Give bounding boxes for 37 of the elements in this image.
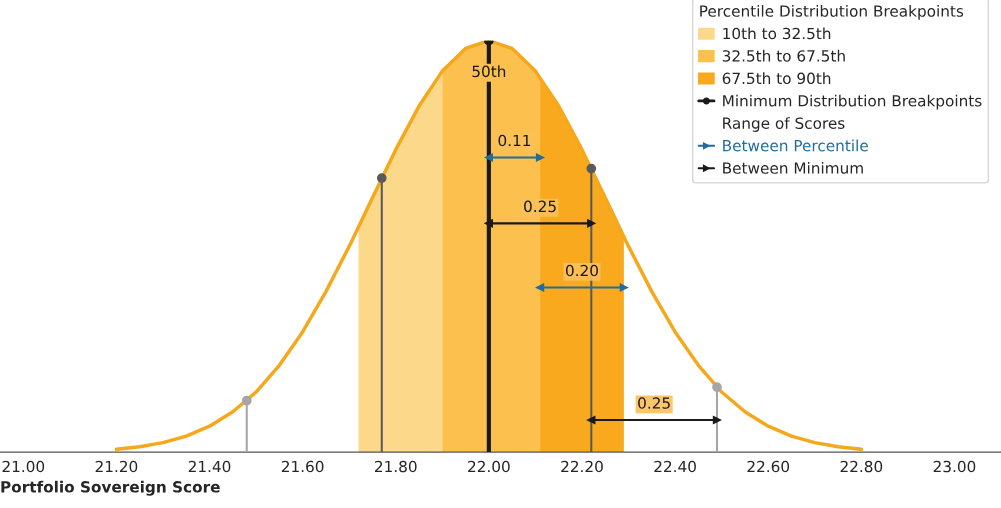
x-tick-label: 21.00: [2, 460, 45, 473]
x-tick-label: 22.60: [747, 460, 790, 473]
legend-title: Percentile Distribution Breakpoints: [700, 5, 964, 20]
annotation: Range of Scores: [723, 117, 845, 132]
x-tick-label: 21.80: [375, 460, 417, 473]
legend-label: 32.5th to 67.5th: [722, 49, 845, 62]
point: [712, 415, 722, 425]
x-tick-label: 23.00: [933, 460, 976, 473]
x-tick-label: 22.80: [840, 460, 883, 473]
x-tick-label: 21.60: [281, 460, 324, 473]
annotation: 0.20: [565, 264, 598, 277]
point: [484, 219, 494, 228]
point: [241, 395, 252, 406]
x-tick-label: 22.00: [468, 460, 510, 473]
legend-label: Minimum Distribution Breakpoints: [723, 94, 982, 110]
point: [587, 219, 596, 228]
legend-label: Between Percentile: [723, 139, 868, 152]
annotation: 0.11: [498, 134, 531, 147]
x-tick-label: 22.20: [561, 460, 603, 473]
point: [712, 382, 722, 392]
point: [619, 283, 629, 292]
legend-label: 67.5th to 90th: [722, 72, 831, 85]
point: [376, 173, 387, 183]
x-axis-title: Portfolio Sovereign Score: [1, 480, 220, 496]
annotation: 0.25: [524, 200, 556, 213]
point: [484, 153, 494, 162]
annotation: 50th: [472, 65, 506, 78]
annotation: 0.25: [638, 397, 670, 409]
x-tick-label: 21.20: [95, 460, 138, 473]
point: [587, 415, 596, 425]
x-tick-label: 22.40: [654, 460, 696, 473]
legend-label: Between Minimum: [723, 161, 863, 174]
point: [535, 153, 545, 162]
point: [535, 283, 545, 292]
x-tick-label: 21.40: [188, 460, 231, 473]
legend-label: 10th to 32.5th: [723, 27, 831, 40]
point: [586, 163, 597, 174]
